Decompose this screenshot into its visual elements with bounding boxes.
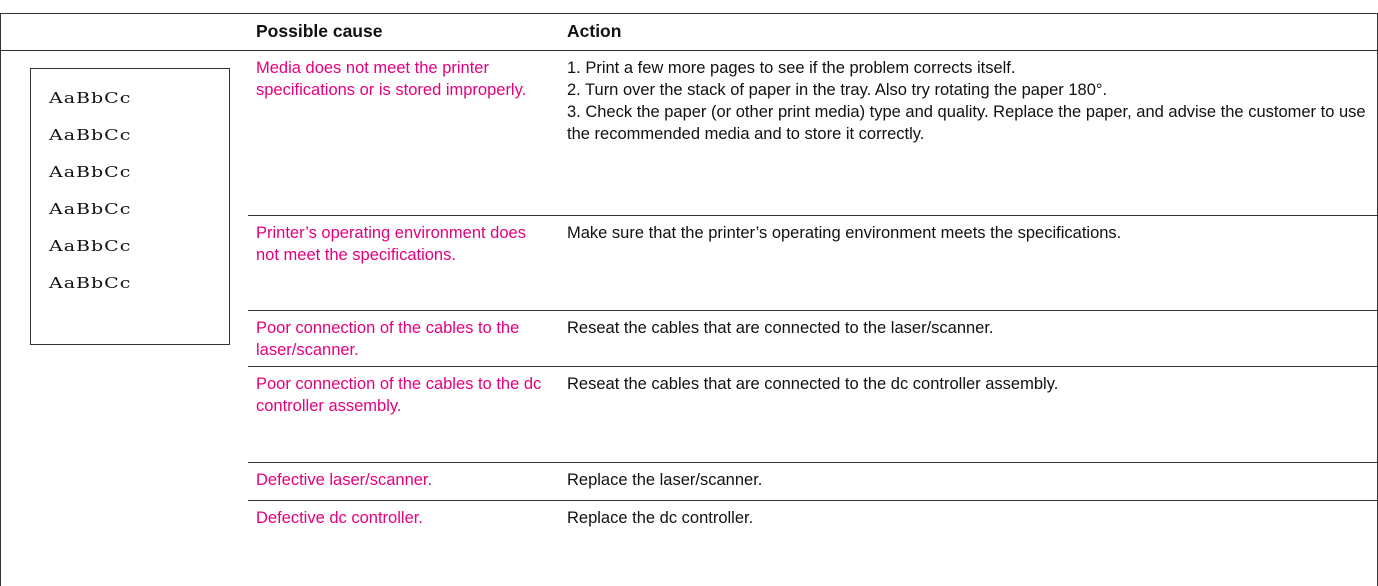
action: Make sure that the printer’s operating e… <box>567 222 1372 244</box>
sample-text: AaBbCc <box>49 89 132 107</box>
sample-text: AaBbCc <box>49 237 132 255</box>
row-rule <box>248 462 1378 463</box>
action-line: Replace the dc controller. <box>567 509 754 527</box>
sample-text: AaBbCc <box>49 126 132 144</box>
header-cause: Possible cause <box>256 21 383 41</box>
action-line: 1. Print a few more pages to see if the … <box>567 59 1016 77</box>
header-action: Action <box>567 21 622 41</box>
sample-text: AaBbCc <box>49 274 132 292</box>
action: Reseat the cables that are connected to … <box>567 373 1372 395</box>
action-line: Reseat the cables that are connected to … <box>567 319 994 337</box>
action-line: Replace the laser/scanner. <box>567 471 763 489</box>
cause: Defective dc controller. <box>256 509 423 527</box>
action-line: 3. Check the paper (or other print media… <box>567 103 1366 143</box>
sample-text: AaBbCc <box>49 163 132 181</box>
row-rule <box>248 215 1378 216</box>
action: Replace the dc controller. <box>567 507 1372 529</box>
action-line: 2. Turn over the stack of paper in the t… <box>567 81 1108 99</box>
row-rule <box>248 366 1378 367</box>
sample-image: AaBbCc AaBbCc AaBbCc AaBbCc AaBbCc AaBbCc <box>30 68 230 345</box>
rule <box>0 50 1378 51</box>
cause: Printer’s operating environment does not… <box>256 224 526 264</box>
cause: Poor connection of the cables to the dc … <box>256 375 542 415</box>
sample-text: AaBbCc <box>49 200 132 218</box>
rule <box>0 13 1378 14</box>
action-line: Make sure that the printer’s operating e… <box>567 224 1122 242</box>
cause: Defective laser/scanner. <box>256 471 433 489</box>
action: Reseat the cables that are connected to … <box>567 317 1372 339</box>
cause: Poor connection of the cables to the las… <box>256 319 520 359</box>
row-rule <box>248 310 1378 311</box>
action: Replace the laser/scanner. <box>567 469 1372 491</box>
cause: Media does not meet the printer specific… <box>256 59 527 99</box>
row-rule <box>248 500 1378 501</box>
action-line: Reseat the cables that are connected to … <box>567 375 1059 393</box>
action: 1. Print a few more pages to see if the … <box>567 57 1372 145</box>
rule <box>0 13 1 586</box>
